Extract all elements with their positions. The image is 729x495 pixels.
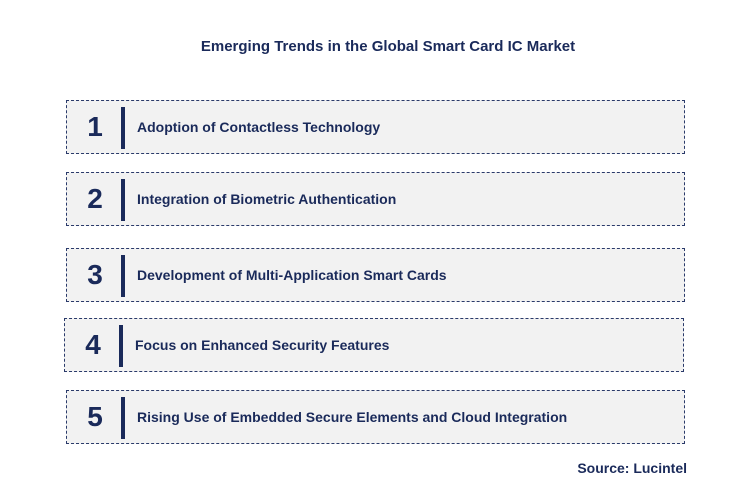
source-credit: Source: Lucintel — [577, 460, 687, 476]
trend-label: Integration of Biometric Authentication — [137, 191, 397, 207]
trend-label: Adoption of Contactless Technology — [137, 119, 381, 135]
trend-item-3: 3 Development of Multi-Application Smart… — [66, 248, 685, 302]
trend-divider — [121, 107, 125, 149]
trend-label: Development of Multi-Application Smart C… — [137, 267, 447, 283]
trend-label: Focus on Enhanced Security Features — [135, 337, 390, 353]
trend-divider — [121, 255, 125, 297]
trend-divider — [121, 179, 125, 221]
trend-number: 1 — [87, 111, 103, 142]
trend-divider — [119, 325, 123, 367]
trend-number: 4 — [85, 329, 101, 360]
trend-item-4: 4 Focus on Enhanced Security Features — [64, 318, 684, 372]
trend-number: 2 — [87, 183, 103, 214]
trend-number: 5 — [87, 401, 103, 432]
trend-number: 3 — [87, 259, 103, 290]
trend-item-2: 2 Integration of Biometric Authenticatio… — [66, 172, 685, 226]
trend-item-1: 1 Adoption of Contactless Technology — [66, 100, 685, 154]
trend-divider — [121, 397, 125, 439]
trend-item-5: 5 Rising Use of Embedded Secure Elements… — [66, 390, 685, 444]
diagram-title: Emerging Trends in the Global Smart Card… — [200, 38, 576, 55]
trend-label: Rising Use of Embedded Secure Elements a… — [137, 409, 568, 425]
